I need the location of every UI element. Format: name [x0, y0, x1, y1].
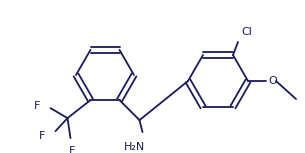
Text: F: F: [39, 131, 45, 141]
Text: Cl: Cl: [241, 27, 252, 37]
Text: O: O: [268, 76, 277, 86]
Text: F: F: [34, 101, 41, 111]
Text: F: F: [69, 146, 76, 153]
Text: H₂N: H₂N: [124, 142, 145, 152]
